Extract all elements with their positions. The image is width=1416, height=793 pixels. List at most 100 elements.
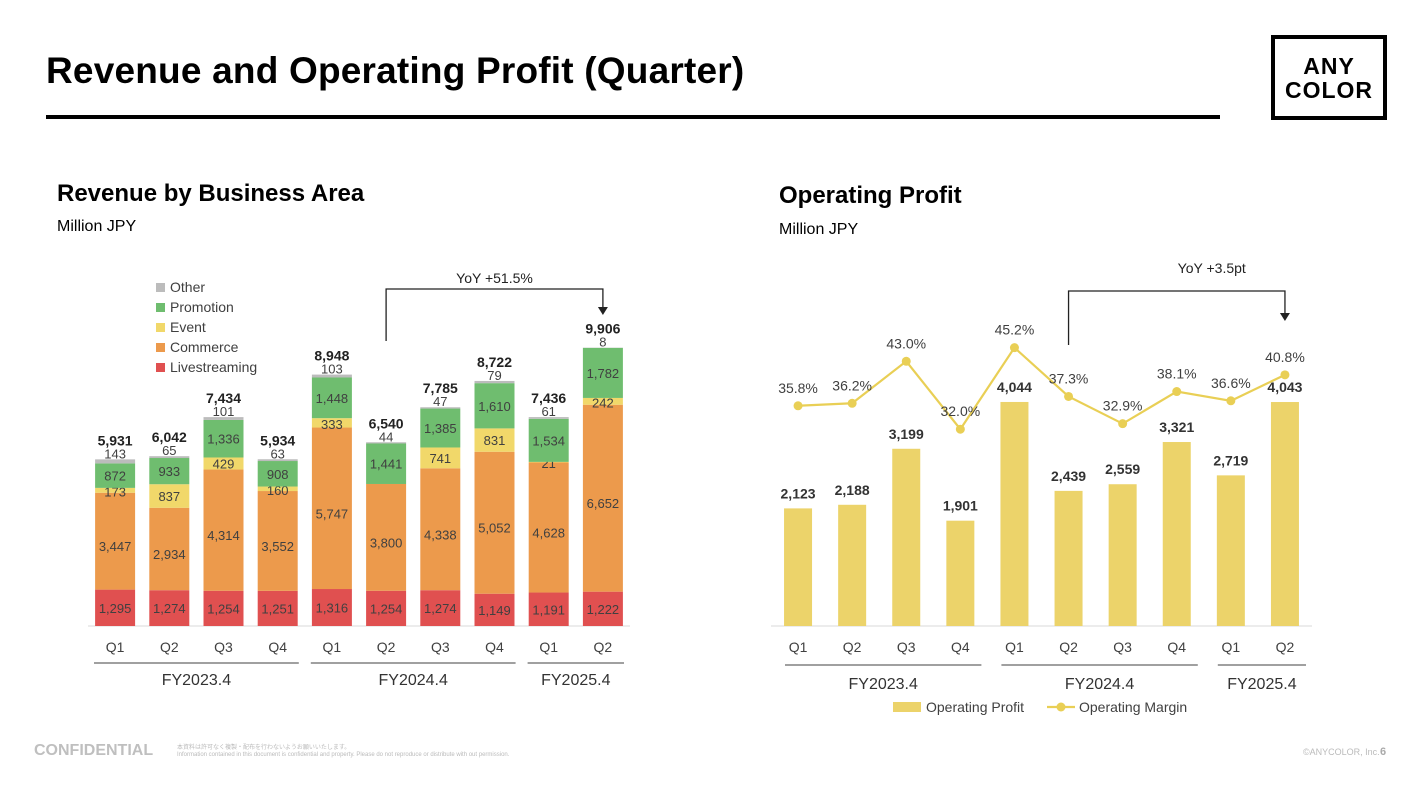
op-bar-label: 2,719 — [1213, 452, 1248, 468]
revenue-value-label: 47 — [433, 394, 447, 409]
revenue-group-label: FY2024.4 — [379, 672, 448, 689]
footer-note-en: Information contained in this document i… — [177, 752, 510, 758]
revenue-value-label: 4,628 — [532, 526, 565, 541]
op-legend-bar-swatch — [893, 702, 921, 712]
op-margin-line — [797, 345, 1286, 432]
revenue-legend-swatch — [156, 283, 165, 292]
revenue-yoy-arrowhead — [597, 307, 608, 315]
company-logo: ANY COLOR — [1271, 35, 1387, 120]
op-yoy-label: YoY +3.5pt — [1178, 260, 1246, 276]
revenue-value-label: 1,222 — [587, 602, 620, 617]
revenue-value-label: 333 — [321, 417, 343, 432]
revenue-x-tick-label: Q1 — [539, 639, 558, 655]
op-bar — [1162, 442, 1191, 626]
op-x-tick-label: Q3 — [897, 639, 916, 655]
op-yoy-arrowhead — [1279, 313, 1290, 321]
revenue-legend-label: Commerce — [170, 339, 239, 355]
revenue-yoy-label: YoY +51.5% — [456, 270, 533, 286]
op-bar-label: 4,043 — [1267, 379, 1302, 395]
revenue-value-label: 1,191 — [532, 602, 565, 617]
op-chart-unit: Million JPY — [779, 221, 859, 238]
op-bar — [1108, 484, 1137, 626]
revenue-value-label: 1,336 — [207, 432, 240, 447]
revenue-value-label: 1,448 — [316, 391, 349, 406]
revenue-bar-promotion — [311, 377, 352, 419]
op-margin-label: 32.9% — [1103, 398, 1143, 414]
revenue-chart-title: Revenue by Business Area — [57, 180, 365, 207]
revenue-value-label: 63 — [270, 446, 284, 461]
revenue-bar-other — [366, 442, 407, 444]
revenue-bar-livestreaming — [257, 590, 298, 626]
revenue-value-label: 741 — [429, 451, 451, 466]
revenue-bar-other — [311, 374, 352, 378]
revenue-legend-label: Promotion — [170, 299, 234, 315]
revenue-value-label: 1,295 — [99, 601, 132, 616]
revenue-legend-label: Livestreaming — [170, 359, 257, 375]
op-margin-label: 45.2% — [995, 322, 1035, 338]
op-bar-label: 3,199 — [889, 426, 924, 442]
revenue-bar-event — [149, 484, 190, 508]
revenue-bar-other — [474, 380, 515, 384]
revenue-value-label: 908 — [267, 467, 289, 482]
revenue-value-label: 1,251 — [261, 601, 294, 616]
op-bar-label: 2,439 — [1051, 468, 1086, 484]
op-x-tick-label: Q2 — [843, 639, 862, 655]
revenue-x-tick-label: Q2 — [377, 639, 396, 655]
revenue-chart-unit: Million JPY — [57, 218, 137, 235]
revenue-bar-livestreaming — [203, 590, 244, 626]
op-margin-label: 43.0% — [886, 335, 926, 351]
revenue-total-label: 7,434 — [206, 390, 241, 406]
revenue-bar-livestreaming — [420, 590, 461, 626]
revenue-bar-livestreaming — [582, 591, 623, 626]
revenue-bar-promotion — [528, 418, 569, 462]
revenue-bar-other — [95, 459, 136, 464]
op-bar — [784, 508, 813, 626]
revenue-value-label: 6,652 — [587, 496, 620, 511]
revenue-value-label: 242 — [592, 395, 614, 410]
revenue-bar-promotion — [582, 347, 623, 398]
op-bar — [892, 448, 921, 626]
revenue-total-label: 8,722 — [477, 354, 512, 370]
op-margin-label: 38.1% — [1157, 366, 1197, 382]
revenue-group-label: FY2023.4 — [162, 672, 231, 689]
revenue-group-label: FY2025.4 — [541, 672, 610, 689]
revenue-value-label: 1,316 — [316, 601, 349, 616]
revenue-value-label: 65 — [162, 443, 176, 458]
revenue-bar-event — [582, 397, 623, 405]
op-margin-label: 35.8% — [778, 380, 818, 396]
op-group-label: FY2024.4 — [1065, 676, 1134, 693]
op-bar — [1216, 475, 1245, 626]
op-bar-label: 1,901 — [943, 498, 978, 514]
revenue-bar-promotion — [420, 408, 461, 448]
revenue-bar-event — [474, 428, 515, 452]
revenue-bar-livestreaming — [366, 590, 407, 626]
op-bar-label: 2,188 — [835, 482, 870, 498]
revenue-value-label: 3,447 — [99, 539, 132, 554]
op-bar — [1270, 402, 1299, 626]
revenue-bar-commerce — [582, 404, 623, 592]
revenue-bar-promotion — [149, 458, 190, 485]
op-margin-point — [1064, 391, 1074, 401]
op-x-tick-label: Q2 — [1059, 639, 1078, 655]
revenue-value-label: 103 — [321, 362, 343, 377]
logo-line-1: ANY — [1303, 52, 1355, 79]
op-bar-label: 2,559 — [1105, 461, 1140, 477]
revenue-value-label: 143 — [104, 446, 126, 461]
op-margin-point — [1009, 343, 1019, 353]
op-margin-point — [901, 356, 911, 366]
op-bar — [838, 504, 867, 626]
revenue-value-label: 8 — [599, 335, 606, 350]
revenue-x-tick-label: Q3 — [214, 639, 233, 655]
revenue-total-label: 5,934 — [260, 432, 295, 448]
title-divider — [46, 115, 1220, 119]
revenue-bar-commerce — [474, 451, 515, 594]
revenue-legend-label: Other — [170, 279, 205, 295]
revenue-value-label: 831 — [484, 433, 506, 448]
revenue-bar-livestreaming — [149, 590, 190, 626]
op-x-tick-label: Q4 — [951, 639, 970, 655]
revenue-value-label: 1,274 — [153, 601, 186, 616]
revenue-bar-other — [149, 456, 190, 459]
revenue-x-tick-label: Q1 — [106, 639, 125, 655]
op-margin-point — [955, 424, 965, 434]
revenue-value-label: 1,782 — [587, 366, 620, 381]
